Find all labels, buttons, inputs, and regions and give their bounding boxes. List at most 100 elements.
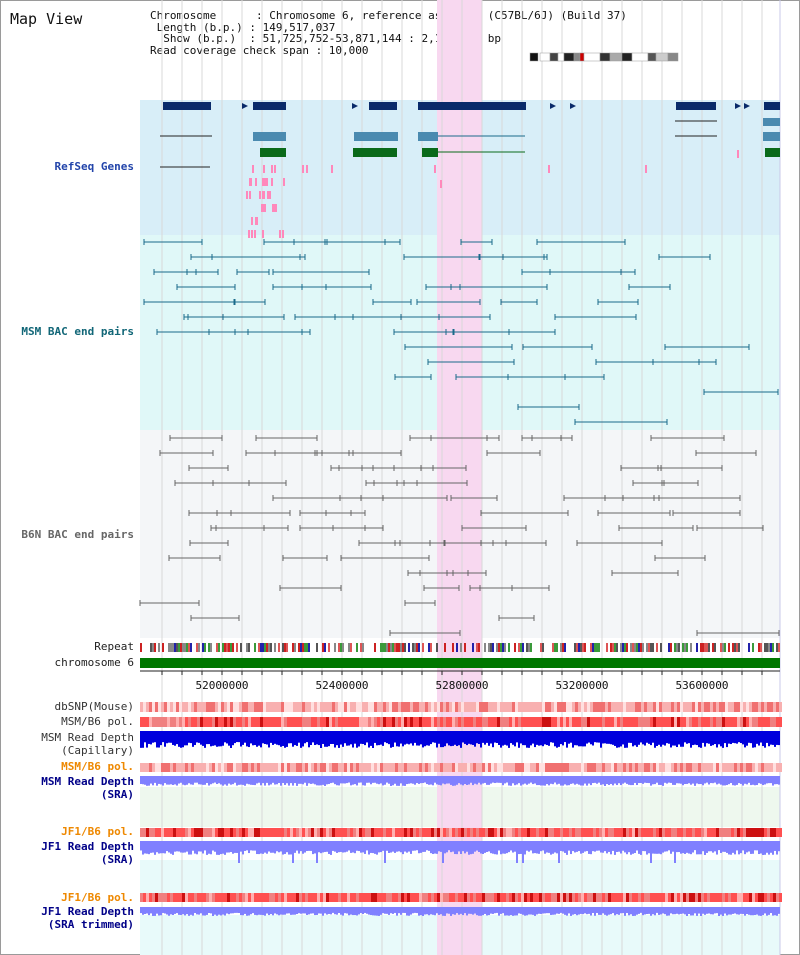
depth-capillary-bar <box>722 731 724 748</box>
jf1-pol-cell <box>143 828 146 837</box>
depth-sra-bar <box>556 776 558 785</box>
dbsnp-cell <box>761 702 764 712</box>
jf1-pol2-cell <box>338 893 341 902</box>
depth-capillary-bar <box>678 731 680 745</box>
depth-jf1-bar <box>402 841 404 855</box>
depth-jf1-bar <box>692 841 694 853</box>
depth-jf1-bar <box>528 841 530 852</box>
depth-jf1-trim-bar <box>378 907 380 916</box>
jf1-pol2-cell <box>557 893 560 902</box>
jf1-pol2-cell <box>308 893 311 902</box>
jf1-pol-cell <box>659 828 662 837</box>
msm-pol-cell <box>683 717 686 727</box>
jf1-pol-cell <box>212 828 215 837</box>
msm-pol-cell <box>305 717 308 727</box>
depth-capillary-bar <box>580 731 582 747</box>
depth-jf1-bar <box>296 841 298 851</box>
gene-arrow <box>744 103 750 109</box>
jf1-pol2-cell <box>305 893 308 902</box>
depth-capillary-bar <box>476 731 478 744</box>
msm-pol-cell <box>512 717 515 727</box>
depth-sra-bar <box>368 776 370 783</box>
depth-capillary-bar <box>408 731 410 745</box>
depth-sra-bar <box>744 776 746 784</box>
jf1-pol-cell <box>626 828 629 837</box>
depth-capillary-bar <box>550 731 552 743</box>
depth-jf1-trim-bar <box>426 907 428 915</box>
depth-jf1-trim-bar <box>548 907 550 914</box>
depth-jf1-bar <box>520 841 522 854</box>
jf1-pol2-cell <box>644 893 647 902</box>
depth-sra-bar <box>746 776 748 785</box>
depth-jf1-bar <box>262 841 264 854</box>
dbsnp-cell <box>767 702 770 712</box>
depth-capillary-bar <box>642 731 644 745</box>
depth-jf1-bar <box>650 841 652 863</box>
depth-capillary-bar <box>356 731 358 748</box>
depth-jf1-bar <box>618 841 620 852</box>
depth-jf1-trim-bar <box>406 907 408 916</box>
depth-capillary-bar <box>256 731 258 747</box>
depth-capillary-bar <box>152 731 154 743</box>
repeat-element <box>292 643 294 652</box>
msm-pol-cell <box>443 717 446 727</box>
depth-jf1-bar <box>222 841 224 854</box>
dbsnp-cell <box>251 702 254 712</box>
depth-sra-bar <box>298 776 300 784</box>
jf1-pol-cell <box>617 828 620 837</box>
dbsnp-cell <box>521 702 524 712</box>
depth-sra-bar <box>596 776 598 784</box>
msm-pol-cell <box>272 717 275 727</box>
msm-pol2-cell <box>746 763 749 772</box>
depth-jf1-bar <box>606 841 608 854</box>
depth-jf1-bar <box>760 841 762 854</box>
jf1-pol2-cell <box>551 893 554 902</box>
depth-jf1-bar <box>688 841 690 854</box>
depth-jf1-trim-bar <box>148 907 150 916</box>
depth-sra-bar <box>544 776 546 786</box>
jf1-pol-cell <box>218 828 221 837</box>
dbsnp-cell <box>470 702 473 712</box>
msm-pol2-cell <box>719 763 722 772</box>
jf1-pol2-cell <box>401 893 404 902</box>
msm-pol-cell <box>761 717 764 727</box>
depth-jf1-trim-bar <box>642 907 644 916</box>
msm-pol-cell <box>626 717 629 727</box>
depth-capillary-bar <box>402 731 404 747</box>
depth-capillary-bar <box>340 731 342 745</box>
jf1-pol2-cell <box>779 893 782 902</box>
msm-pol2-cell <box>440 763 443 772</box>
msm-pol-cell <box>209 717 212 727</box>
jf1-pol-cell <box>341 828 344 837</box>
jf1-pol-cell <box>473 828 476 837</box>
jf1-pol-cell <box>182 828 185 837</box>
msm-pol-cell <box>668 717 671 727</box>
msm-pol-cell <box>449 717 452 727</box>
repeat-element <box>508 643 510 652</box>
repeat-element <box>728 643 730 652</box>
depth-sra-bar <box>734 776 736 786</box>
depth-capillary-bar <box>536 731 538 745</box>
msm-pol2-cell <box>737 763 740 772</box>
depth-capillary-bar <box>310 731 312 746</box>
depth-jf1-trim-bar <box>624 907 626 916</box>
dbsnp-cell <box>698 702 701 712</box>
depth-jf1-trim-bar <box>240 907 242 916</box>
depth-jf1-trim-bar <box>666 907 668 916</box>
msm-pol2-cell <box>776 763 779 772</box>
msm-pol-cell <box>653 717 656 727</box>
jf1-pol2-cell <box>296 893 299 902</box>
msm-pol-cell <box>467 717 470 727</box>
depth-sra-bar <box>522 776 524 785</box>
repeat-element <box>284 643 286 652</box>
jf1-pol-cell <box>638 828 641 837</box>
depth-jf1-bar <box>414 841 416 851</box>
msm-pol2-cell <box>509 763 512 772</box>
repeat-element <box>150 643 152 652</box>
jf1-pol2-cell <box>299 893 302 902</box>
jf1-pol-cell <box>278 828 281 837</box>
msm-pol-cell <box>278 717 281 727</box>
jf1-pol2-cell <box>164 893 167 902</box>
jf1-pol2-cell <box>524 893 527 902</box>
